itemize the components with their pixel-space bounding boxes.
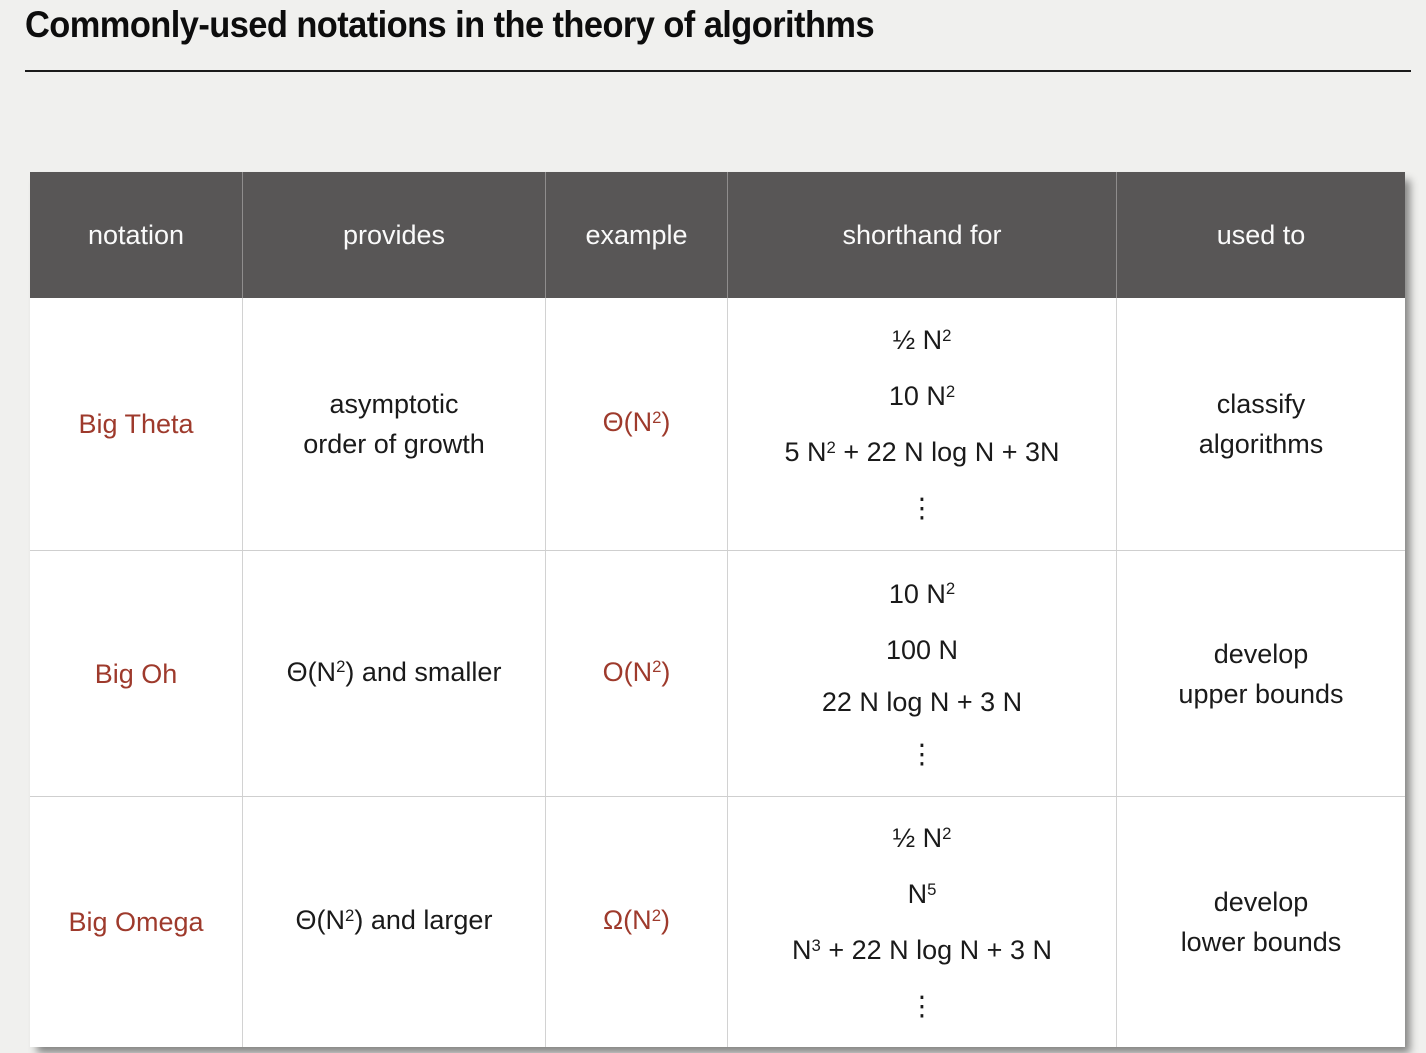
cell-used-to: develop lower bounds [1117,797,1405,1047]
cell-line: classify [1216,389,1306,419]
table-row: Big Oh Θ(N2) and smaller O(N2) 10 N2 100 N 22… [30,551,1405,797]
cell-line: Big Theta [78,409,194,439]
cell-line: 10 N2 [888,381,956,411]
superscript: 2 [652,407,662,427]
cell-provides: Θ(N2) and larger [243,797,546,1047]
superscript: 2 [345,905,355,925]
table-row: Big Theta asymptotic order of growth Θ(N2) ½… [30,298,1405,551]
cell-line: ⋮ [908,991,936,1021]
header-cell-example: example [546,172,728,298]
table-body: Big Theta asymptotic order of growth Θ(N2) ½… [30,298,1405,1047]
cell-line: O(N2) [602,656,671,687]
header-cell-shorthand-for: shorthand for [728,172,1117,298]
header-cell-used-to: used to [1216,220,1306,250]
cell-provides: Θ(N2) and smaller [243,551,546,796]
cell-line: 100 N [885,634,959,665]
cell-line: ½ N2 [892,823,952,853]
cell-example: O(N2) [546,551,728,796]
cell-line: N5 [907,879,937,909]
cell-line: algorithms [1198,429,1324,459]
cell-notation: Big Omega [30,797,243,1047]
cell-line: 5 N2 + 22 N log N + 3N [784,437,1060,467]
cell-line: asymptotic [329,389,459,419]
header-cell-notation: notation [30,172,243,298]
cell-line: develop [1213,638,1309,669]
cell-line: N3 + 22 N log N + 3 N [792,935,1052,965]
superscript: 2 [336,657,346,677]
superscript: 5 [927,879,937,899]
cell-notation: Big Theta [30,298,243,550]
cell-line: ½ N2 [892,325,952,355]
cell-example: Θ(N2) [546,298,728,550]
cell-line: develop [1213,887,1309,917]
cell-line: Θ(N2) and larger [295,905,493,935]
cell-line: 10 N2 [888,578,956,609]
table-header-row: notation provides example shorthand for used… [30,172,1405,298]
cell-line: Θ(N2) [602,407,671,437]
header-cell-provides: provides [243,172,546,298]
title-divider [25,70,1411,72]
superscript: 2 [826,437,836,457]
cell-line: upper bounds [1178,678,1344,709]
cell-used-to: classify algorithms [1117,298,1405,550]
cell-line: ⋮ [908,493,936,523]
cell-example: Ω(N2) [546,797,728,1047]
cell-line: lower bounds [1180,927,1342,957]
cell-line: 22 N log N + 3 N [821,686,1023,717]
superscript: 2 [942,325,952,345]
superscript: 2 [945,579,956,599]
superscript: 3 [811,935,821,955]
cell-line: Big Omega [68,907,204,937]
superscript: 2 [652,657,662,677]
cell-line: order of growth [303,429,485,459]
cell-shorthand: ½ N2 N5 N3 + 22 N log N + 3 N ⋮ [728,797,1117,1047]
cell-line: Θ(N2) and smaller [286,656,502,687]
table-row: Big Omega Θ(N2) and larger Ω(N2) ½ N2 N5 N3 +… [30,797,1405,1047]
cell-line: Ω(N2) [603,905,670,935]
cell-provides: asymptotic order of growth [243,298,546,550]
page-title: Commonly-used notations in the theory of… [25,4,875,45]
superscript: 2 [651,905,661,925]
cell-notation: Big Oh [30,551,243,796]
cell-used-to: develop upper bounds [1117,551,1405,796]
cell-line: Big Oh [94,658,178,689]
cell-shorthand: ½ N2 10 N2 5 N2 + 22 N log N + 3N ⋮ [728,298,1117,550]
cell-shorthand: 10 N2 100 N 22 N log N + 3 N ⋮ [728,551,1117,796]
cell-line: ⋮ [908,738,936,769]
notation-table: notation provides example shorthand for used… [30,172,1405,1047]
superscript: 2 [942,823,952,843]
superscript: 2 [945,381,956,401]
